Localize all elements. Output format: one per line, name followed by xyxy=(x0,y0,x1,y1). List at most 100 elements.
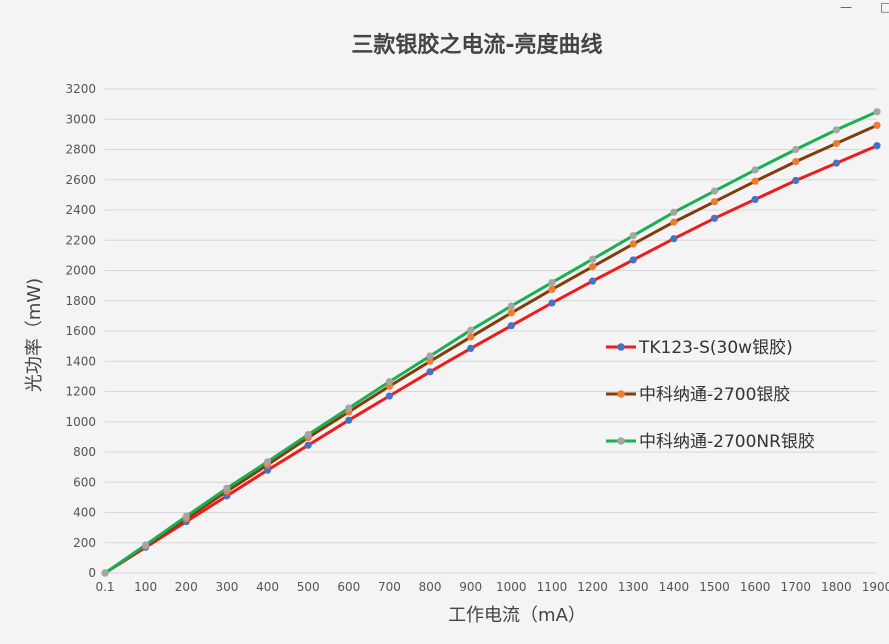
data-point xyxy=(263,458,272,466)
x-tick-label: 600 xyxy=(337,580,360,594)
restore-button[interactable]: □ xyxy=(880,0,889,14)
data-point xyxy=(670,218,678,226)
legend-swatch-marker xyxy=(617,390,625,398)
y-tick-label: 2600 xyxy=(65,173,96,187)
data-point xyxy=(426,357,434,365)
y-tick-label: 3000 xyxy=(65,112,96,126)
data-point xyxy=(710,214,719,222)
x-tick-label: 1700 xyxy=(780,580,811,594)
legend-label: TK123-S(30w银胶) xyxy=(638,338,793,358)
y-tick-label: 1400 xyxy=(65,354,96,368)
data-point xyxy=(670,235,678,243)
data-point xyxy=(467,326,475,334)
x-tick-label: 1000 xyxy=(496,580,527,594)
data-point xyxy=(385,392,394,400)
x-tick-label: 100 xyxy=(134,580,157,594)
x-tick-label: 1400 xyxy=(659,580,690,594)
x-tick-label: 0.1 xyxy=(95,580,114,594)
data-point xyxy=(751,166,759,174)
y-tick-label: 2400 xyxy=(65,203,96,217)
data-point xyxy=(792,158,800,166)
y-tick-label: 1000 xyxy=(65,415,96,429)
data-point xyxy=(792,176,800,185)
legend-label: 中科纳通-2700银胶 xyxy=(639,385,790,405)
data-point xyxy=(548,279,556,287)
data-point xyxy=(467,344,475,352)
data-point xyxy=(873,108,881,116)
data-point xyxy=(345,416,353,424)
y-tick-label: 0 xyxy=(88,566,96,580)
data-point xyxy=(588,255,597,263)
data-point xyxy=(101,569,109,577)
data-point xyxy=(751,177,759,185)
series-line xyxy=(104,110,878,575)
y-axis-ticks: 0 200 400 600 800 1000 1200 1400 1600 1800 2000 220… xyxy=(65,82,96,580)
x-tick-label: 1900 xyxy=(862,580,889,594)
data-point xyxy=(507,309,515,317)
data-point xyxy=(304,441,312,449)
series-layer xyxy=(101,108,881,577)
y-axis-label: 光功率（mW) xyxy=(24,278,45,392)
data-point xyxy=(263,466,272,474)
y-tick-label: 2000 xyxy=(65,264,96,278)
x-tick-label: 1600 xyxy=(740,580,771,594)
data-point xyxy=(588,263,597,271)
data-point xyxy=(548,299,556,307)
y-tick-label: 200 xyxy=(73,536,96,550)
x-tick-label: 1100 xyxy=(537,580,568,594)
data-point xyxy=(142,541,150,549)
x-tick-label: 500 xyxy=(297,580,320,594)
x-tick-label: 200 xyxy=(175,580,198,594)
y-tick-label: 400 xyxy=(73,506,96,520)
y-tick-label: 2800 xyxy=(65,143,96,157)
y-tick-label: 1600 xyxy=(65,324,96,338)
data-point xyxy=(182,512,190,520)
data-point xyxy=(670,208,678,216)
y-tick-label: 3200 xyxy=(65,82,96,96)
data-point xyxy=(426,368,434,376)
x-tick-label: 1200 xyxy=(577,580,608,594)
legend-swatch-marker xyxy=(617,437,625,445)
data-point xyxy=(832,139,840,148)
x-axis-label: 工作电流（mA） xyxy=(448,605,586,626)
data-point xyxy=(548,285,556,294)
data-point xyxy=(832,159,840,167)
x-tick-label: 900 xyxy=(459,580,482,594)
data-point xyxy=(507,302,515,310)
x-tick-label: 800 xyxy=(419,580,442,594)
data-point xyxy=(426,352,434,360)
data-point xyxy=(385,378,394,386)
x-tick-label: 300 xyxy=(215,580,238,594)
data-point xyxy=(507,322,515,330)
data-point xyxy=(832,126,840,134)
data-point xyxy=(588,277,597,285)
legend-swatch-marker xyxy=(617,343,625,351)
y-tick-label: 600 xyxy=(73,475,96,489)
data-point xyxy=(792,145,800,154)
x-tick-label: 700 xyxy=(378,580,401,594)
data-point xyxy=(629,256,637,264)
series-line xyxy=(104,123,878,575)
minimize-button[interactable]: — xyxy=(840,0,852,14)
data-point xyxy=(710,198,719,206)
data-point xyxy=(751,195,759,204)
y-tick-label: 1800 xyxy=(65,294,96,308)
data-point xyxy=(467,333,475,341)
data-point xyxy=(629,240,637,248)
data-point xyxy=(710,187,719,195)
data-point xyxy=(629,232,637,240)
x-tick-label: 1500 xyxy=(699,580,730,594)
x-tick-label: 1300 xyxy=(618,580,649,594)
y-tick-label: 2200 xyxy=(65,233,96,247)
data-point xyxy=(223,484,231,492)
legend-label: 中科纳通-2700NR银胶 xyxy=(639,432,815,452)
chart-title: 三款银胶之电流-亮度曲线 xyxy=(351,32,602,58)
y-tick-label: 1200 xyxy=(65,385,96,399)
x-axis-ticks: 0.1 100 200 300 400 500 600 700 800 900 1000 1100 12… xyxy=(95,580,889,594)
data-point xyxy=(345,404,353,412)
y-tick-label: 800 xyxy=(73,445,96,459)
x-tick-label: 400 xyxy=(256,580,279,594)
data-point xyxy=(304,431,312,439)
